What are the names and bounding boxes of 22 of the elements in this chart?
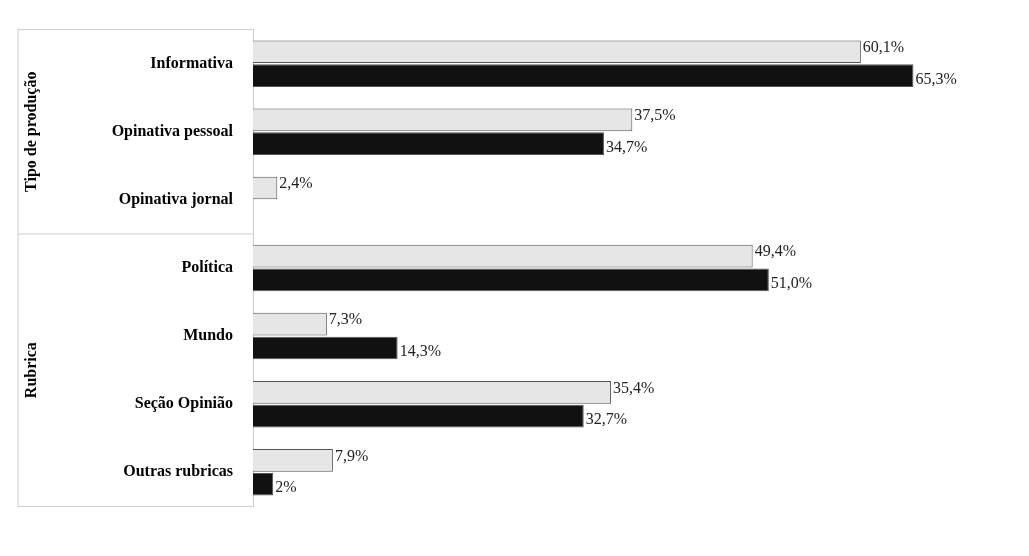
y-tick-label: Opinativa jornal [118, 190, 234, 209]
data-label: 7,9% [334, 446, 369, 464]
y-tick-label: Outras rubricas [123, 462, 233, 480]
y-tick-label: Política [181, 258, 233, 276]
y-tick-label: Mundo [183, 326, 233, 344]
data-label: 14,3% [399, 342, 441, 360]
data-label: 51,0% [770, 274, 813, 292]
y-tick-label: Seção Opinião [134, 394, 233, 413]
data-label: 32,7% [585, 410, 628, 428]
data-label: 34,7% [605, 137, 648, 155]
data-label: 60,1% [862, 37, 905, 55]
text: Rubrica [22, 342, 40, 399]
data-label: 2,4% [279, 174, 313, 192]
data-label: 2% [275, 478, 297, 496]
data-label: 35,4% [613, 378, 655, 396]
y-tick-label: Informativa [150, 53, 233, 71]
text: Tipo de produção [22, 71, 41, 192]
y-tick-label: Opinativa pessoal [111, 121, 234, 140]
data-label: 37,5% [634, 106, 676, 124]
data-label: 7,3% [328, 310, 363, 328]
data-label: 65,3% [915, 69, 957, 87]
data-label: 49,4% [754, 242, 796, 260]
